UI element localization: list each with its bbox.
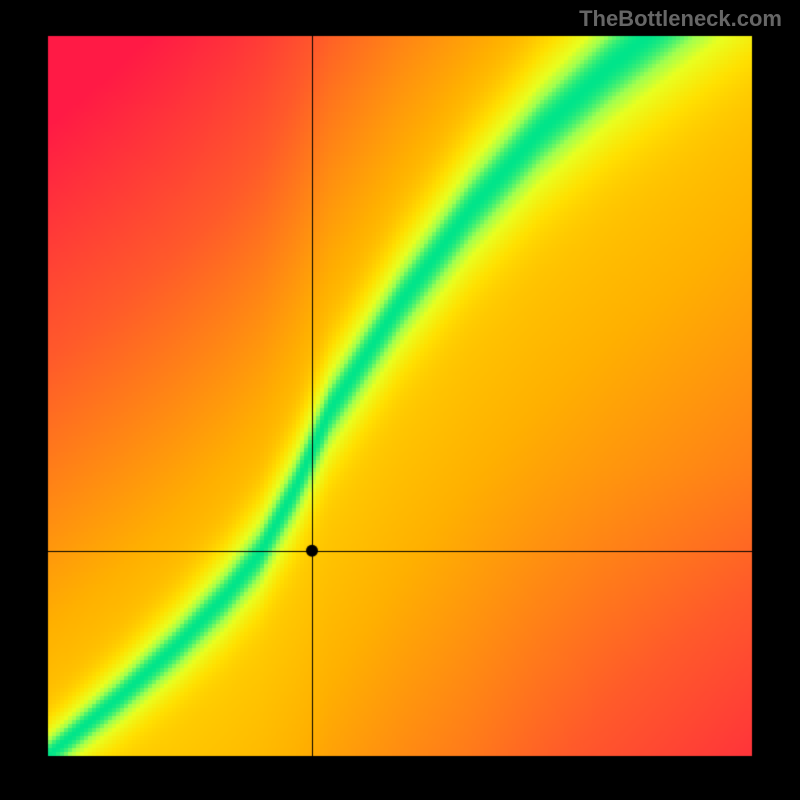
- bottleneck-heatmap: [0, 0, 800, 800]
- chart-container: TheBottleneck.com: [0, 0, 800, 800]
- watermark-text: TheBottleneck.com: [579, 6, 782, 32]
